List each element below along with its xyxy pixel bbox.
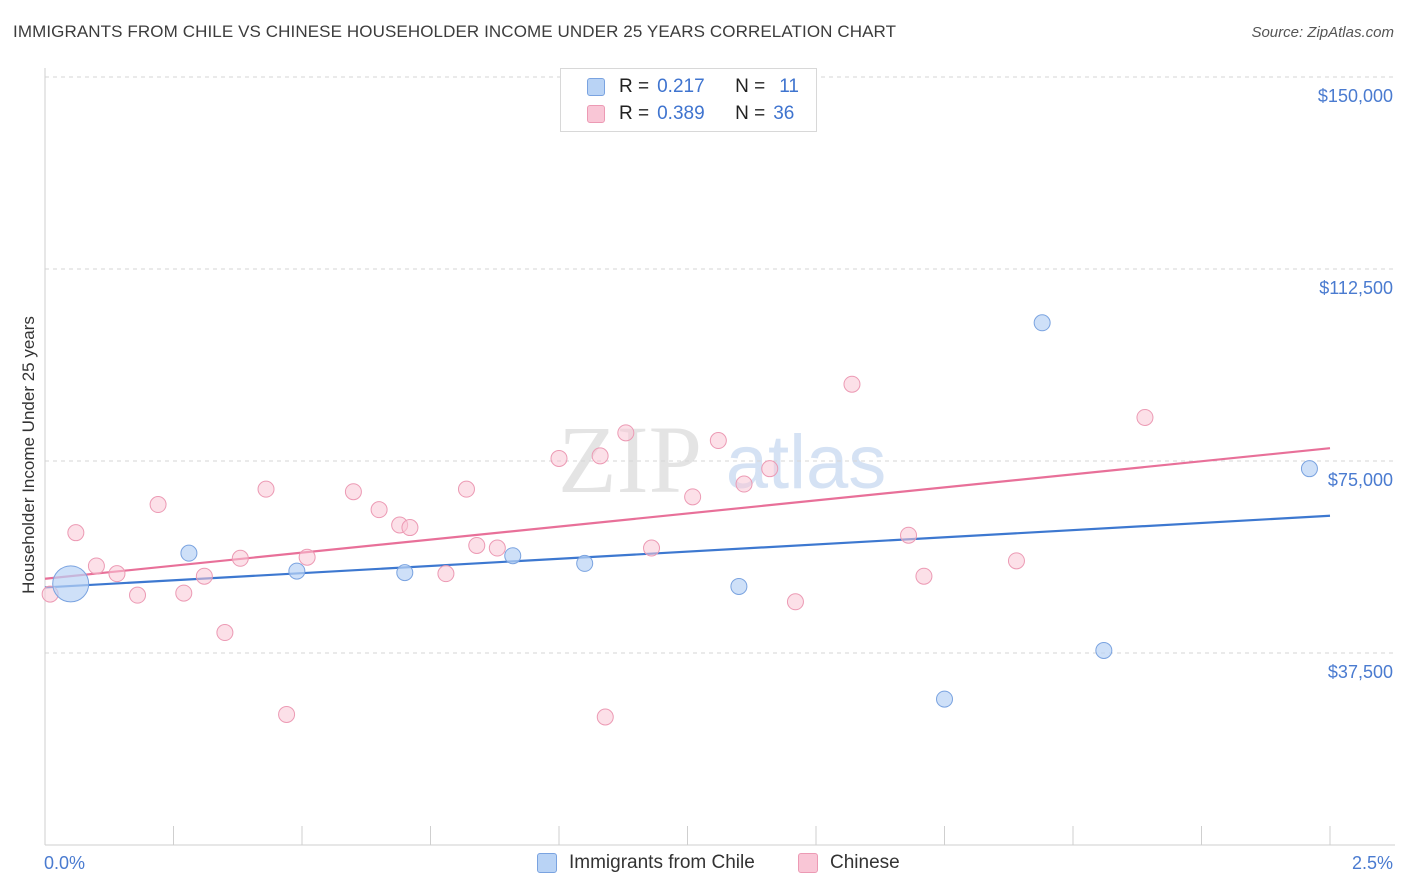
legend-swatch-chinese [587,105,605,123]
legend-row-chile: R = 0.217 N = 11 [587,74,799,100]
legend-n-label: N = [735,76,766,97]
chile-point [1095,641,1113,659]
trend-lines [44,447,1331,589]
chart-title: IMMIGRANTS FROM CHILE VS CHINESE HOUSEHO… [13,22,897,41]
x-tick-labels: 0.0% 2.5% [44,853,1393,873]
chinese-point [786,593,804,611]
x-tick-label: 0.0% [44,853,85,873]
chile-point [936,690,953,708]
chinese-point [195,567,213,585]
legend-r-value: 0.217 [657,76,705,97]
chinese-point [684,488,702,506]
chinese-point [591,447,609,465]
series-swatch-chile [537,853,557,873]
chinese-point [596,708,614,726]
correlation-legend: R = 0.217 N = 11 R = 0.389 N = 36 [560,68,817,132]
chile-point [52,565,90,603]
data-points [41,314,1318,726]
legend-n-value: 11 [779,76,799,97]
watermark: ZIP atlas [558,406,886,513]
chinese-point [231,549,249,567]
legend-row-chinese: R = 0.389 N = 36 [587,101,794,127]
series-legend-chile: Immigrants from Chile [537,852,755,874]
chinese-point [488,539,506,557]
chinese-point [370,501,388,519]
y-tick-label: $37,500 [1328,662,1393,682]
chinese-point [735,475,753,493]
chile-point [576,554,594,572]
y-tick-label: $150,000 [1318,86,1393,106]
chinese-point [761,460,779,478]
chinese-point [643,539,661,557]
y-tick-label: $112,500 [1319,278,1393,298]
chinese-point [257,480,275,498]
chinese-point [67,524,85,542]
chile-point [730,577,748,595]
chinese-point [149,496,167,514]
chinese-point [843,375,861,393]
chile-point [504,547,522,565]
chinese-point [87,557,105,575]
chile-point [288,562,306,580]
chinese-point [617,424,635,442]
series-swatch-chinese [798,853,818,873]
chinese-point [216,624,234,642]
chinese-point [108,565,126,583]
series-legend: Immigrants from Chile Chinese [0,852,1406,878]
chinese-point [1007,552,1025,570]
axes [44,68,1395,846]
trend-line [44,447,1331,580]
chinese-point [437,565,455,583]
chinese-point [401,519,419,537]
chinese-point [344,483,362,501]
chile-point [1300,460,1318,478]
y-axis-label: Householder Income Under 25 years [19,316,38,594]
source-credit: Source: ZipAtlas.com [1251,24,1394,41]
y-tick-labels: $37,500 $75,000 $112,500 $150,000 [1318,86,1393,682]
chinese-point [709,432,727,450]
y-tick-label: $75,000 [1328,470,1393,490]
chile-point [180,544,198,562]
chinese-point [900,526,918,544]
chinese-point [915,567,933,585]
chinese-point [468,536,486,554]
legend-swatch-chile [587,78,605,96]
series-legend-chinese: Chinese [798,852,900,874]
x-tick-label: 2.5% [1352,853,1393,873]
grid-lines [45,76,1395,654]
chinese-point [457,480,475,498]
watermark-zip: ZIP [558,406,702,513]
legend-r-label: R = [619,76,650,97]
chinese-point [129,586,147,604]
chinese-point [298,548,316,566]
legend-r-label: R = [619,103,650,124]
trend-line [44,514,1331,589]
chinese-point [1136,408,1154,426]
chinese-point [175,584,193,602]
series-legend-label: Immigrants from Chile [569,852,755,873]
legend-r-value: 0.389 [657,103,705,124]
series-legend-label: Chinese [830,852,900,873]
legend-n-label: N = [735,103,766,124]
legend-n-value: 36 [773,103,795,124]
chile-point [1033,314,1051,332]
chinese-point [550,449,568,467]
chile-point [396,564,414,582]
watermark-atlas: atlas [726,420,887,505]
chinese-point [278,705,296,723]
